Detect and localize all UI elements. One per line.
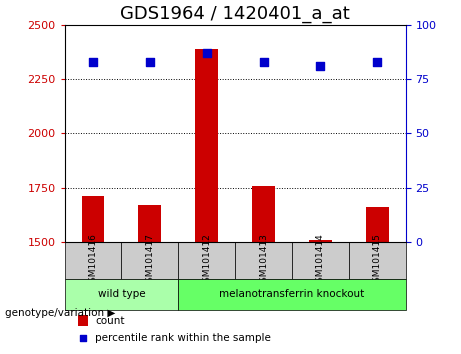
- FancyBboxPatch shape: [65, 279, 178, 310]
- Bar: [195, 48, 218, 242]
- FancyBboxPatch shape: [121, 242, 178, 279]
- Text: GSM101412: GSM101412: [202, 233, 211, 288]
- Bar: [252, 187, 275, 242]
- Point: [317, 63, 324, 69]
- FancyBboxPatch shape: [65, 242, 121, 279]
- FancyBboxPatch shape: [178, 279, 406, 310]
- FancyBboxPatch shape: [349, 242, 406, 279]
- Point: [89, 59, 97, 64]
- Bar: [366, 207, 389, 242]
- Text: GSM101416: GSM101416: [89, 233, 97, 288]
- Text: GSM101413: GSM101413: [259, 233, 268, 288]
- Text: genotype/variation ▶: genotype/variation ▶: [5, 308, 115, 318]
- Point: [260, 59, 267, 64]
- FancyBboxPatch shape: [292, 242, 349, 279]
- Title: GDS1964 / 1420401_a_at: GDS1964 / 1420401_a_at: [120, 6, 350, 23]
- FancyBboxPatch shape: [178, 242, 235, 279]
- Text: GSM101415: GSM101415: [373, 233, 382, 288]
- Point: [373, 59, 381, 64]
- Point: [146, 59, 154, 64]
- Bar: [309, 240, 332, 242]
- Text: percentile rank within the sample: percentile rank within the sample: [95, 333, 271, 343]
- Text: melanotransferrin knockout: melanotransferrin knockout: [219, 289, 365, 299]
- Bar: [78, 315, 89, 326]
- Text: wild type: wild type: [98, 289, 145, 299]
- Text: count: count: [95, 316, 125, 326]
- Bar: [138, 205, 161, 242]
- Text: GSM101414: GSM101414: [316, 233, 325, 288]
- Point: [80, 335, 87, 341]
- Text: GSM101417: GSM101417: [145, 233, 154, 288]
- FancyBboxPatch shape: [235, 242, 292, 279]
- Point: [203, 50, 210, 56]
- Bar: [82, 196, 104, 242]
